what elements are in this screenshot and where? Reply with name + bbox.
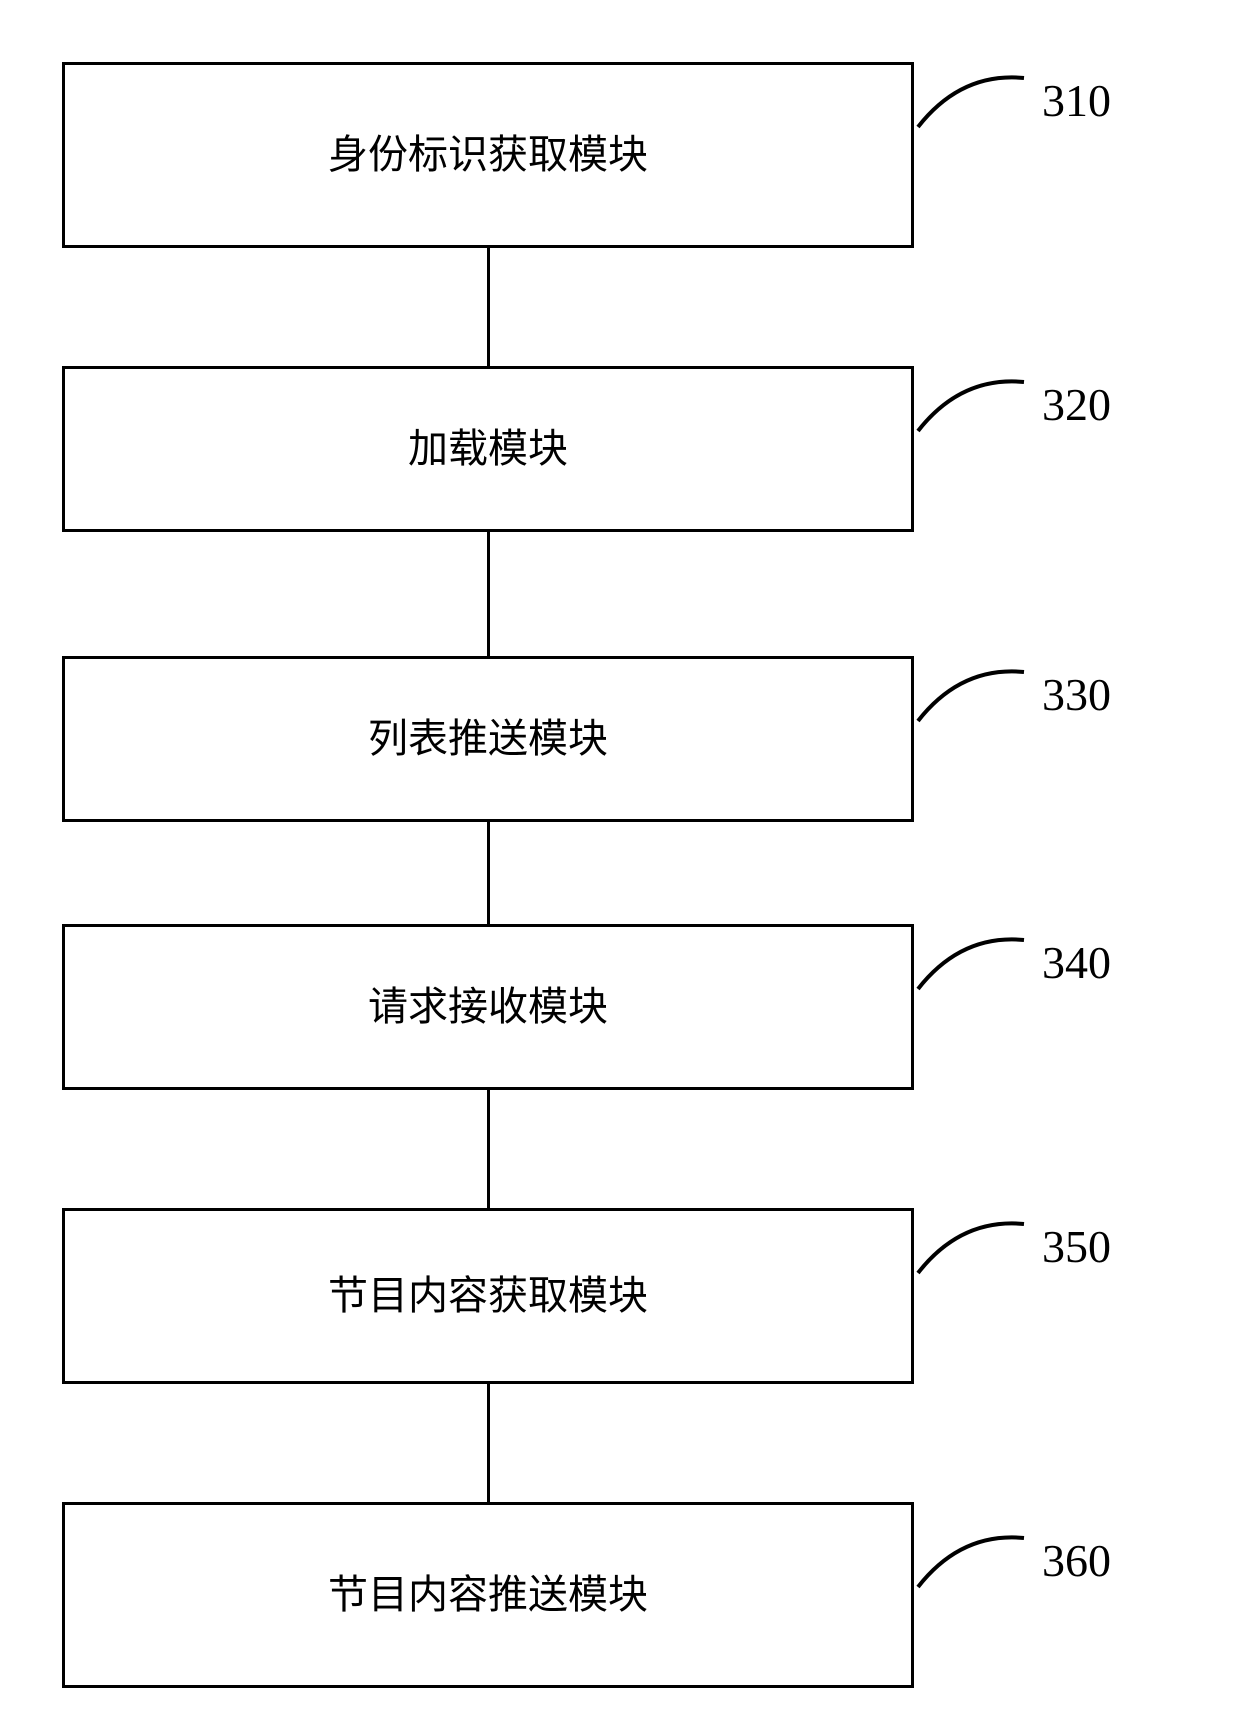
- connector-line: [487, 1384, 490, 1502]
- callout-arc-icon: [916, 666, 1026, 741]
- node-label: 加载模块: [408, 425, 568, 473]
- node-box-n330: 列表推送模块: [62, 656, 914, 822]
- ref-number: 310: [1042, 78, 1111, 124]
- node-label: 节目内容获取模块: [328, 1272, 648, 1320]
- flowchart-container: 身份标识获取模块 310 加载模块 320 列表推送模块 330 请求接收模块 340 节目内容…: [62, 62, 1142, 1688]
- node-box-n310: 身份标识获取模块: [62, 62, 914, 248]
- node-group-n350: 节目内容获取模块 350: [62, 1208, 1142, 1384]
- node-group-n340: 请求接收模块 340: [62, 924, 1142, 1090]
- ref-number: 330: [1042, 672, 1111, 718]
- callout-arc-icon: [916, 1218, 1026, 1293]
- connector-line: [487, 1090, 490, 1208]
- ref-number: 360: [1042, 1538, 1111, 1584]
- node-group-n320: 加载模块 320: [62, 366, 1142, 532]
- node-box-n360: 节目内容推送模块: [62, 1502, 914, 1688]
- node-box-n350: 节目内容获取模块: [62, 1208, 914, 1384]
- node-group-n310: 身份标识获取模块 310: [62, 62, 1142, 248]
- node-box-n320: 加载模块: [62, 366, 914, 532]
- ref-number: 350: [1042, 1224, 1111, 1270]
- node-label: 身份标识获取模块: [328, 131, 648, 179]
- node-label: 请求接收模块: [368, 983, 608, 1031]
- callout-arc-icon: [916, 376, 1026, 451]
- node-label: 节目内容推送模块: [328, 1571, 648, 1619]
- node-box-n340: 请求接收模块: [62, 924, 914, 1090]
- ref-number: 340: [1042, 940, 1111, 986]
- ref-number: 320: [1042, 382, 1111, 428]
- callout-arc-icon: [916, 934, 1026, 1009]
- callout-arc-icon: [916, 72, 1026, 147]
- node-group-n360: 节目内容推送模块 360: [62, 1502, 1142, 1688]
- node-label: 列表推送模块: [368, 715, 608, 763]
- node-group-n330: 列表推送模块 330: [62, 656, 1142, 822]
- connector-line: [487, 532, 490, 656]
- connector-line: [487, 822, 490, 924]
- callout-arc-icon: [916, 1532, 1026, 1607]
- connector-line: [487, 248, 490, 366]
